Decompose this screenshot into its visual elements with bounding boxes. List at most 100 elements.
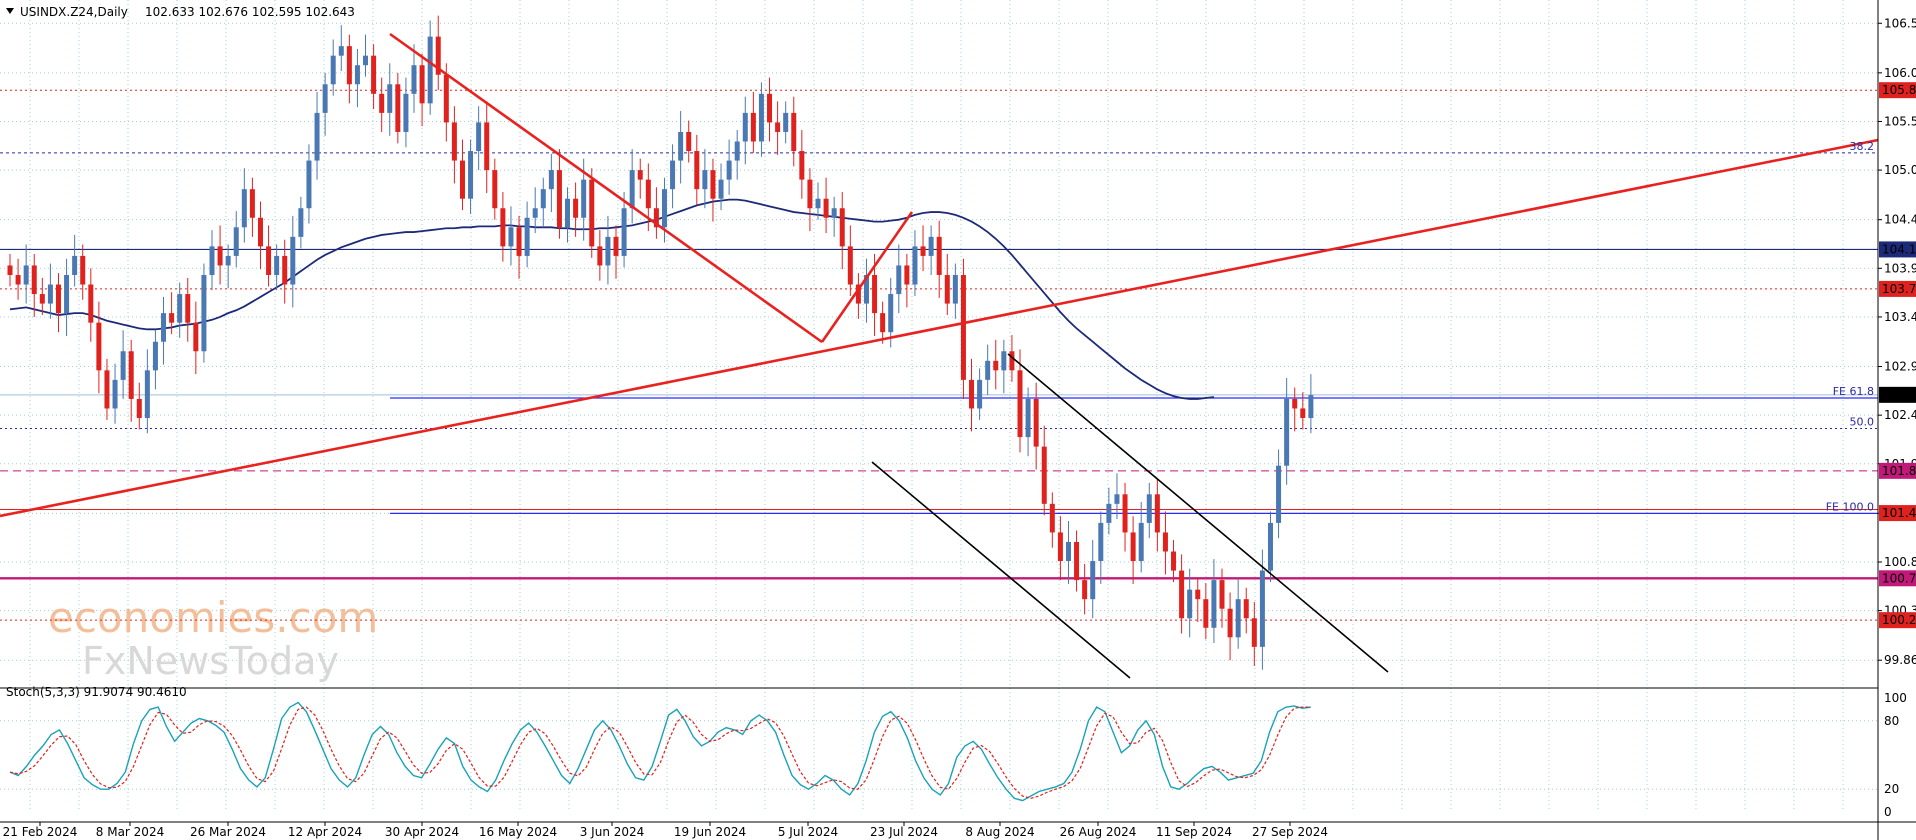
candle bbox=[1138, 501, 1144, 573]
candle-body bbox=[354, 65, 360, 85]
price-labels: 105.838 104.168 103.754 102.643 101.846 101.4… bbox=[1826, 82, 1916, 629]
candle-body bbox=[597, 246, 603, 266]
candle bbox=[7, 254, 13, 287]
candle bbox=[767, 77, 773, 142]
candle-body bbox=[710, 170, 716, 199]
candle-body bbox=[605, 236, 611, 266]
candle-body bbox=[241, 189, 247, 228]
candle-body bbox=[31, 265, 37, 295]
candle bbox=[904, 254, 910, 308]
time-tick-label: 30 Apr 2024 bbox=[385, 825, 459, 839]
candle-body bbox=[1065, 541, 1071, 562]
candle bbox=[1009, 335, 1015, 382]
candle-body bbox=[573, 198, 579, 218]
candle-body bbox=[233, 227, 239, 256]
stoch-main-line bbox=[9, 701, 1311, 802]
candle-body bbox=[468, 151, 474, 199]
candle bbox=[1162, 511, 1168, 575]
candle-body bbox=[363, 55, 369, 66]
candle bbox=[346, 34, 352, 104]
price-label-text: 101.403 bbox=[1882, 506, 1916, 520]
candle-body bbox=[888, 294, 894, 333]
candle-body bbox=[1203, 599, 1209, 628]
price-tick-label: 106.020 bbox=[1884, 66, 1916, 80]
candle bbox=[209, 230, 215, 291]
candle bbox=[775, 101, 781, 155]
candle bbox=[282, 239, 288, 304]
candle-body bbox=[613, 236, 619, 256]
candle-body bbox=[508, 227, 514, 247]
candle bbox=[15, 258, 21, 300]
candle-body bbox=[217, 246, 223, 266]
candle bbox=[1001, 339, 1007, 394]
candle bbox=[72, 234, 78, 287]
candle-body bbox=[1171, 551, 1177, 571]
candle-body bbox=[928, 236, 934, 256]
candle-body bbox=[1211, 580, 1217, 628]
candle bbox=[758, 82, 764, 157]
price-tick-label: 106.540 bbox=[1884, 16, 1916, 30]
candle bbox=[266, 225, 272, 287]
candle bbox=[686, 120, 692, 163]
candle bbox=[1114, 473, 1120, 520]
candle bbox=[152, 330, 158, 390]
falling-trendline bbox=[389, 32, 823, 344]
candle bbox=[645, 163, 651, 232]
candle-body bbox=[912, 246, 918, 285]
candle bbox=[1267, 511, 1273, 583]
candle bbox=[395, 72, 401, 144]
candle-body bbox=[161, 313, 167, 342]
candle bbox=[459, 139, 465, 211]
candle bbox=[702, 149, 708, 209]
candle bbox=[1300, 392, 1306, 430]
candle-body bbox=[960, 274, 966, 380]
price-tick-label: 103.970 bbox=[1884, 261, 1916, 275]
candle bbox=[1211, 559, 1217, 644]
candle bbox=[936, 220, 942, 298]
chart-header: USINDX.Z24,Daily 102.633 102.676 102.595… bbox=[6, 5, 355, 19]
candle bbox=[1049, 492, 1055, 548]
stoch-level-label: 100 bbox=[1884, 691, 1907, 705]
candle-body bbox=[225, 255, 231, 266]
stoch-level-label: 0 bbox=[1884, 805, 1892, 819]
candle bbox=[249, 177, 255, 237]
candle-body bbox=[1049, 503, 1055, 533]
candle bbox=[257, 201, 263, 270]
candle-body bbox=[702, 170, 708, 190]
price-label-bg bbox=[1879, 82, 1916, 99]
candle-body bbox=[645, 179, 651, 209]
candle-body bbox=[540, 189, 546, 209]
candle-body bbox=[839, 208, 845, 247]
candle-body bbox=[1106, 503, 1112, 523]
rebound-trendline bbox=[820, 211, 914, 343]
candle bbox=[944, 254, 950, 316]
candle-body bbox=[670, 160, 676, 190]
candle bbox=[193, 301, 199, 375]
watermark-line1: economies.com bbox=[48, 593, 378, 642]
candle bbox=[443, 63, 449, 142]
drawings bbox=[0, 32, 1879, 679]
candle bbox=[880, 301, 886, 344]
candle-body bbox=[419, 65, 425, 104]
candle-body bbox=[500, 208, 506, 247]
candle-body bbox=[266, 246, 272, 275]
price-axis: 106.540 106.020 105.510 105.000 104.480 103.9… bbox=[1877, 0, 1916, 840]
candle-body bbox=[185, 294, 191, 323]
candle bbox=[977, 368, 983, 420]
candle bbox=[1203, 582, 1209, 640]
collapse-triangle-icon[interactable] bbox=[6, 8, 14, 14]
candle-body bbox=[1187, 589, 1193, 619]
candle bbox=[920, 225, 926, 272]
candle-body bbox=[152, 341, 158, 371]
candle-body bbox=[1090, 561, 1096, 600]
candle-body bbox=[661, 189, 667, 228]
candle-body bbox=[1138, 522, 1144, 562]
price-label-bg bbox=[1879, 612, 1916, 629]
candle-body bbox=[565, 198, 571, 228]
candle bbox=[807, 168, 813, 232]
candle-body bbox=[1057, 532, 1063, 562]
fib-50-label: 50.0 bbox=[1850, 416, 1875, 429]
stoch-level-label: 80 bbox=[1884, 714, 1899, 728]
candle bbox=[298, 196, 304, 249]
